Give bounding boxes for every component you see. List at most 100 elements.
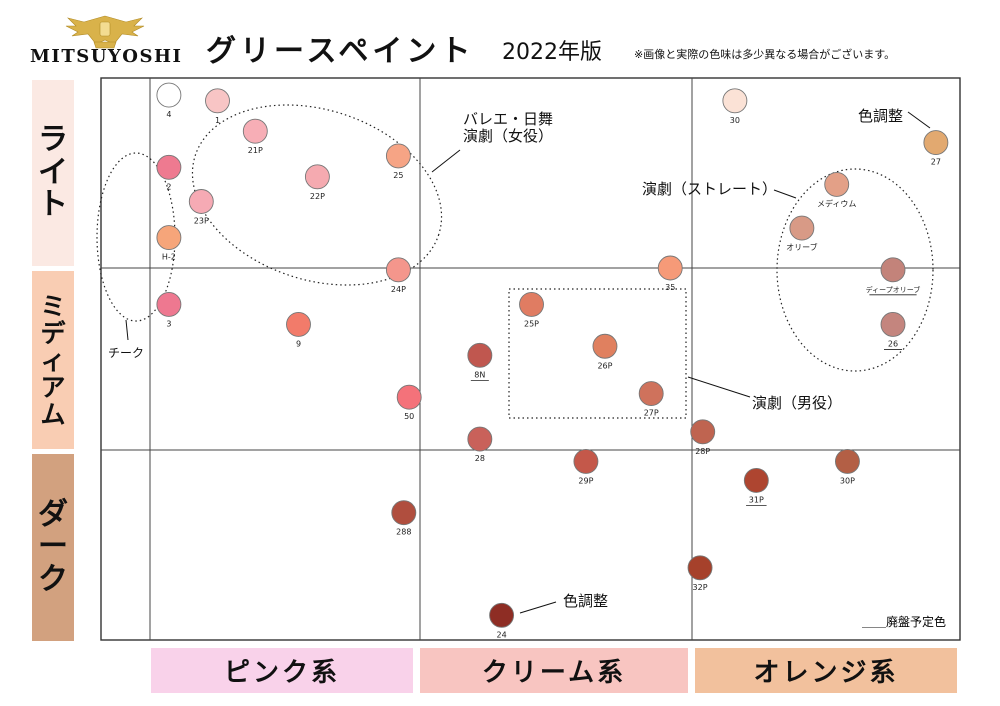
paint-point[interactable]: 3 [156, 291, 182, 328]
paint-label: 3 [166, 319, 171, 328]
paint-point[interactable]: 22P [304, 164, 330, 201]
paint-point[interactable]: 28P [690, 419, 716, 456]
paint-swatch[interactable] [657, 255, 683, 281]
paint-label: 28 [475, 454, 485, 463]
paint-label: オリーブ [786, 242, 818, 252]
paint-label: メディウム [817, 198, 856, 208]
paint-swatch[interactable] [722, 88, 748, 114]
paint-swatch[interactable] [880, 257, 906, 283]
paint-point[interactable]: 24 [489, 602, 515, 639]
paint-label: 23P [194, 217, 209, 226]
paint-label: 26 [888, 339, 898, 348]
paint-swatch[interactable] [396, 384, 422, 410]
paint-point[interactable]: 25P [519, 291, 544, 328]
row-label-dark: ダーク [38, 496, 68, 597]
paint-swatch[interactable] [880, 311, 906, 337]
paint-swatch[interactable] [188, 189, 214, 214]
paint-point[interactable]: H-2 [156, 225, 182, 262]
paint-swatch[interactable] [467, 342, 493, 368]
paint-swatch[interactable] [156, 225, 182, 251]
paint-label: 8N [474, 370, 485, 379]
paint-swatch[interactable] [923, 130, 949, 156]
paint-label: 9 [296, 339, 301, 348]
paint-swatch[interactable] [391, 500, 417, 526]
paint-label: 30P [840, 476, 855, 485]
annotation-leader-line [519, 601, 557, 614]
column-label-orange: オレンジ系 [753, 658, 899, 688]
paint-point[interactable]: ディープオリーブ [866, 257, 921, 296]
annotation-label: 演劇（男役） [752, 394, 842, 412]
paint-swatch[interactable] [286, 311, 311, 337]
paint-swatch[interactable] [573, 448, 599, 474]
paint-swatch[interactable] [519, 291, 544, 317]
paint-label: 21P [248, 146, 263, 155]
paint-point[interactable]: 29P [573, 448, 599, 485]
paint-label: 32P [693, 583, 708, 592]
paint-point[interactable]: メディウム [817, 171, 856, 208]
paint-point[interactable]: 24P [385, 257, 411, 294]
paint-point[interactable]: 1 [205, 88, 230, 125]
annotation-label: バレエ・日舞 [463, 110, 553, 128]
paint-swatch[interactable] [834, 448, 860, 474]
paint-point[interactable]: 8N [467, 342, 493, 381]
paint-swatch[interactable] [385, 257, 411, 283]
paint-point[interactable]: 30P [834, 448, 860, 485]
row-label-medium: ミディアム [40, 291, 66, 429]
annotation-leader-line [907, 111, 931, 129]
paint-swatch[interactable] [638, 381, 664, 407]
paint-label: H-2 [162, 253, 176, 262]
paint-swatch[interactable] [467, 426, 493, 452]
paint-point[interactable]: 2 [156, 154, 182, 191]
paint-point[interactable]: 31P [743, 467, 769, 506]
paint-point[interactable]: 9 [286, 311, 311, 348]
paint-swatch[interactable] [156, 154, 182, 180]
row-label-light: ライト [38, 122, 68, 223]
paint-point[interactable]: 26 [880, 311, 906, 350]
paint-label: 27P [644, 409, 659, 418]
paint-point[interactable]: 28 [467, 426, 493, 463]
annotation-label: 演劇（ストレート） [642, 180, 777, 198]
annotation-leader-line [773, 189, 797, 199]
paint-point[interactable]: 23P [188, 189, 214, 226]
paint-point[interactable]: 25 [385, 143, 411, 180]
paint-label: 1 [215, 116, 220, 125]
annotation-label: 演劇（女役） [463, 127, 553, 145]
paint-point[interactable]: 35 [657, 255, 683, 292]
paint-label: 22P [310, 192, 325, 201]
paint-point[interactable]: 26P [592, 333, 618, 370]
paint-swatch[interactable] [687, 555, 713, 581]
paint-swatch[interactable] [385, 143, 411, 169]
paint-swatch[interactable] [489, 602, 515, 628]
paint-point[interactable]: 21P [242, 118, 268, 155]
paint-swatch[interactable] [743, 467, 769, 493]
paint-swatch[interactable] [156, 291, 182, 317]
paint-label: 26P [597, 361, 612, 370]
paint-swatch[interactable] [690, 419, 716, 445]
paint-swatch[interactable] [242, 118, 268, 144]
paint-swatch[interactable] [789, 215, 815, 241]
paint-point[interactable]: 30 [722, 88, 748, 125]
paint-swatch[interactable] [824, 171, 850, 197]
paint-point[interactable]: 288 [391, 500, 417, 537]
group-outline-ballet [191, 104, 443, 286]
paint-point[interactable]: 27 [923, 130, 949, 167]
paint-swatch[interactable] [156, 82, 182, 108]
paint-point[interactable]: 32P [687, 555, 713, 592]
discontinued-legend: ＿＿廃盤予定色 [862, 614, 946, 629]
paint-point[interactable]: 50 [396, 384, 422, 421]
paint-point[interactable]: 27P [638, 381, 664, 418]
brand-name: MITSUYOSHI [30, 46, 183, 67]
row-band-light: ライト [32, 80, 74, 266]
paint-label: 25 [393, 171, 403, 180]
paint-swatch[interactable] [205, 88, 230, 114]
paint-label: 25P [524, 319, 539, 328]
paint-label: 35 [665, 283, 675, 292]
paint-points: 4 2 H-2 3 1 21P 22P 23P 25 24P 9 50 288 8N 28 25P 26P 27P… [156, 82, 949, 639]
column-band-pink: ピンク系 [151, 648, 413, 693]
paint-swatch[interactable] [592, 333, 618, 359]
paint-point[interactable]: オリーブ [786, 215, 818, 252]
paint-swatch[interactable] [304, 164, 330, 190]
paint-point[interactable]: 4 [156, 82, 182, 119]
paint-label: 28P [695, 447, 710, 456]
